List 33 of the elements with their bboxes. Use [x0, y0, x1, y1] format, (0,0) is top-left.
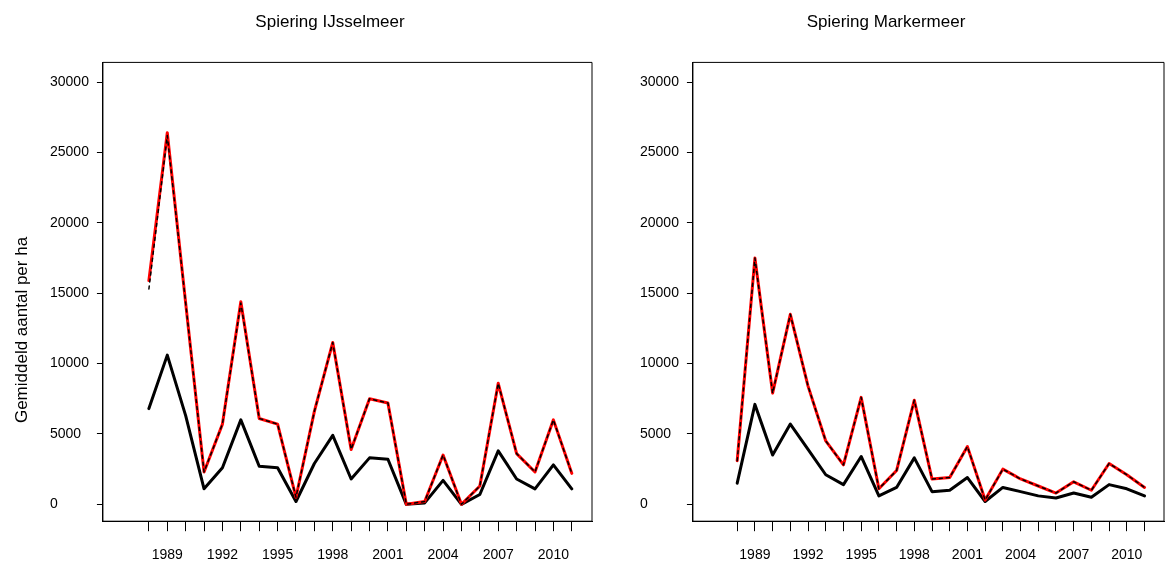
chart-title: Spiering IJsselmeer [254, 12, 406, 32]
x-tick-label: 1995 [262, 546, 294, 563]
y-tick-label: 5000 [640, 424, 672, 441]
x-tick-label: 2007 [482, 546, 515, 563]
x-tick-label: 2010 [537, 546, 570, 563]
x-tick-label: 1995 [845, 546, 877, 563]
y-tick-label: 10000 [640, 354, 680, 371]
x-tick-label: 2007 [1058, 546, 1090, 563]
y-tick-label: 25000 [50, 143, 90, 160]
x-tick-label: 2004 [1004, 546, 1037, 563]
x-tick-label: 2001 [372, 546, 404, 563]
x-tick-label: 2010 [1111, 546, 1143, 563]
x-tick-label: 1989 [151, 546, 184, 563]
y-tick-label: 10000 [50, 354, 90, 371]
x-tick-label: 1998 [898, 546, 931, 563]
y-tick-label: 20000 [50, 213, 90, 230]
chart-title: Spiering Markermeer [805, 12, 967, 32]
x-tick-label: 1992 [792, 546, 824, 563]
x-tick-label: 2001 [951, 546, 984, 563]
x-tick-label: 1998 [317, 546, 349, 563]
y-tick-label: 20000 [640, 213, 680, 230]
y-tick-label: 5000 [50, 424, 82, 441]
y-tick-label: 15000 [50, 284, 90, 301]
y-tick-label: 30000 [50, 72, 90, 89]
y-tick-label: 25000 [640, 143, 680, 160]
x-tick-label: 1989 [739, 546, 771, 563]
y-tick-label: 30000 [640, 72, 680, 89]
x-tick-label: 2004 [427, 546, 459, 563]
y-tick-label: 0 [640, 495, 648, 512]
y-axis-title: Gemiddeld aantal per ha [12, 236, 32, 424]
y-tick-label: 15000 [640, 284, 680, 301]
x-tick-label: 1992 [206, 546, 239, 563]
y-tick-label: 0 [50, 495, 58, 512]
